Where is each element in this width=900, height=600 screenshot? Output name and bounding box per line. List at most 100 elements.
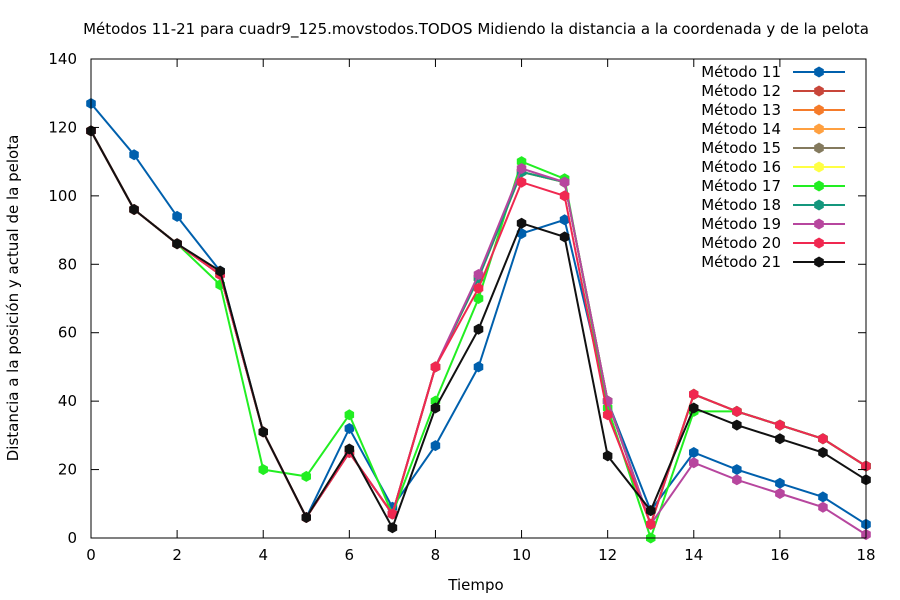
- data-point: [344, 423, 355, 434]
- legend-label: Método 16: [701, 158, 781, 176]
- legend-swatch-marker: [814, 237, 824, 249]
- plot-frame: [90, 58, 867, 539]
- data-point: [689, 457, 699, 469]
- data-point: [129, 149, 139, 161]
- y-tick-label: 40: [58, 392, 77, 410]
- data-point: [732, 405, 742, 417]
- data-point: [602, 450, 613, 462]
- data-point: [430, 402, 441, 414]
- legend-item: Método 11: [701, 63, 845, 81]
- legend-label: Método 11: [701, 63, 781, 81]
- x-tick-label: 12: [598, 546, 617, 564]
- data-point: [172, 238, 182, 250]
- data-point: [473, 269, 484, 280]
- data-point: [344, 443, 355, 455]
- data-point: [689, 388, 699, 400]
- data-point: [473, 361, 484, 373]
- data-point: [559, 214, 570, 226]
- legend-label: Método 19: [701, 215, 781, 233]
- legend-item: Método 18: [701, 196, 845, 214]
- data-point: [473, 282, 484, 294]
- x-tick-label: 14: [684, 546, 703, 564]
- axes: 0 20 40 60 80 100 120 140 0 2 4 6 8 10 12 14 16 18: [48, 50, 875, 564]
- legend-item: Método 12: [701, 82, 845, 100]
- legend-label: Método 20: [701, 234, 781, 252]
- legend-swatch-marker: [814, 161, 824, 173]
- x-tick-label: 2: [172, 546, 182, 564]
- legend-label: Método 13: [701, 101, 781, 119]
- legend-item: Método 21: [701, 253, 845, 271]
- data-point: [775, 419, 785, 431]
- y-tick-label: 120: [48, 118, 77, 136]
- legend-item: Método 13: [701, 101, 845, 119]
- legend-swatch-marker: [814, 218, 824, 230]
- legend-item: Método 19: [701, 215, 845, 233]
- data-point: [301, 512, 311, 523]
- x-tick-label: 0: [86, 546, 96, 564]
- legend-swatch-marker: [814, 85, 824, 97]
- data-point: [559, 190, 570, 202]
- data-point: [818, 501, 828, 513]
- y-tick-label: 20: [58, 461, 77, 479]
- data-point: [818, 491, 828, 503]
- series-21: [86, 125, 871, 534]
- plot-lines: [86, 98, 871, 544]
- data-point: [301, 470, 311, 482]
- data-point: [129, 204, 139, 215]
- data-point: [602, 409, 613, 421]
- data-point: [344, 409, 355, 421]
- x-tick-label: 10: [512, 546, 531, 564]
- data-point: [646, 505, 656, 517]
- data-point: [516, 176, 527, 188]
- data-point: [818, 433, 828, 445]
- data-point: [473, 293, 484, 304]
- x-tick-label: 16: [770, 546, 789, 564]
- legend-swatch-marker: [814, 256, 824, 268]
- data-point: [516, 217, 527, 229]
- legend-label: Método 14: [701, 120, 781, 138]
- y-axis-label: Distancia a la posición y actual de la p…: [4, 135, 22, 462]
- x-tick-label: 4: [258, 546, 268, 564]
- data-point: [387, 508, 398, 520]
- data-point: [818, 447, 828, 458]
- legend-label: Método 18: [701, 196, 781, 214]
- legend-item: Método 16: [701, 158, 845, 176]
- data-point: [775, 477, 785, 489]
- y-tick-label: 140: [48, 50, 77, 68]
- data-point: [516, 163, 527, 174]
- x-tick-label: 18: [856, 546, 875, 564]
- data-point: [430, 440, 441, 452]
- data-point: [172, 210, 182, 222]
- data-point: [387, 522, 398, 534]
- legend-item: Método 17: [701, 177, 845, 195]
- data-point: [646, 518, 656, 530]
- legend-item: Método 20: [701, 234, 845, 252]
- chart-title: Métodos 11-21 para cuadr9_125.movstodos.…: [83, 20, 869, 39]
- y-tick-label: 80: [58, 255, 77, 273]
- data-point: [732, 464, 742, 476]
- data-point: [258, 464, 268, 476]
- data-point: [689, 402, 699, 414]
- data-point: [775, 433, 785, 445]
- legend-swatch-marker: [814, 123, 824, 135]
- legend-label: Método 21: [701, 253, 781, 271]
- legend-label: Método 12: [701, 82, 781, 100]
- data-point: [559, 231, 570, 243]
- data-point: [215, 265, 225, 277]
- data-point: [732, 419, 742, 431]
- legend-swatch-marker: [814, 104, 824, 116]
- data-point: [258, 426, 268, 438]
- y-tick-label: 100: [48, 187, 77, 205]
- legend-label: Método 15: [701, 139, 781, 157]
- legend-swatch-marker: [814, 180, 824, 192]
- data-point: [732, 474, 742, 486]
- x-tick-label: 8: [431, 546, 441, 564]
- legend-swatch-marker: [814, 66, 824, 78]
- legend-label: Método 17: [701, 177, 781, 195]
- x-tick-label: 6: [345, 546, 355, 564]
- data-point: [430, 361, 441, 373]
- data-point: [775, 488, 785, 499]
- legend-item: Método 15: [701, 139, 845, 157]
